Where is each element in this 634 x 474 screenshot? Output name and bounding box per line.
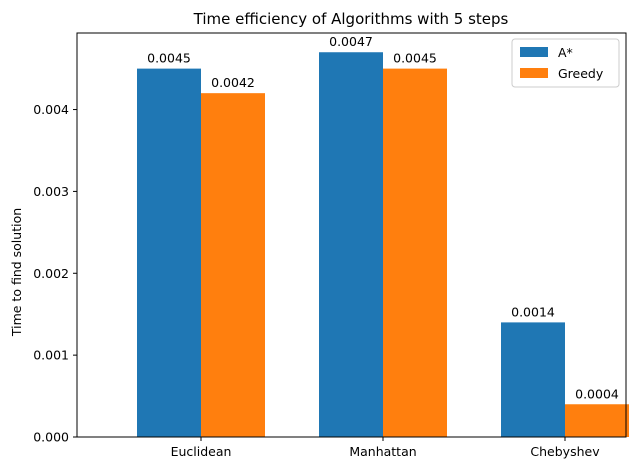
y-tick-label: 0.000 bbox=[33, 430, 69, 445]
y-tick-label: 0.004 bbox=[33, 102, 69, 117]
y-tick-label: 0.001 bbox=[33, 348, 69, 363]
data-label: 0.0004 bbox=[575, 386, 619, 401]
bar-greedy-chebyshev bbox=[565, 404, 629, 437]
bar-a-euclidean bbox=[137, 68, 201, 438]
y-tick-label: 0.003 bbox=[33, 184, 69, 199]
data-label: 0.0045 bbox=[147, 51, 191, 66]
data-label: 0.0042 bbox=[211, 75, 255, 90]
x-tick-label: Manhattan bbox=[349, 444, 416, 459]
data-label: 0.0045 bbox=[393, 51, 437, 66]
plot-area: 0.0045 0.0047 0.0014 0.0042 0.0045 0.0004 0.00… bbox=[33, 32, 629, 459]
x-tick-label: Euclidean bbox=[171, 444, 232, 459]
data-label: 0.0014 bbox=[511, 304, 555, 319]
bar-greedy-manhattan bbox=[383, 68, 447, 438]
axes-frame bbox=[76, 32, 627, 438]
legend-swatch bbox=[520, 47, 548, 57]
chart-title: Time efficiency of Algorithms with 5 ste… bbox=[193, 10, 509, 28]
legend-label: Greedy bbox=[558, 66, 604, 81]
legend-label: A* bbox=[558, 45, 573, 60]
data-label: 0.0047 bbox=[329, 34, 373, 49]
bar-a-manhattan bbox=[319, 52, 383, 437]
bar-a-chebyshev bbox=[501, 322, 565, 437]
bar-greedy-euclidean bbox=[201, 93, 265, 437]
y-tick-label: 0.002 bbox=[33, 266, 69, 281]
x-tick-label: Chebyshev bbox=[530, 444, 600, 459]
y-axis-label: Time to find solution bbox=[9, 208, 24, 337]
legend: A* Greedy bbox=[511, 38, 620, 88]
legend-swatch bbox=[520, 68, 548, 78]
